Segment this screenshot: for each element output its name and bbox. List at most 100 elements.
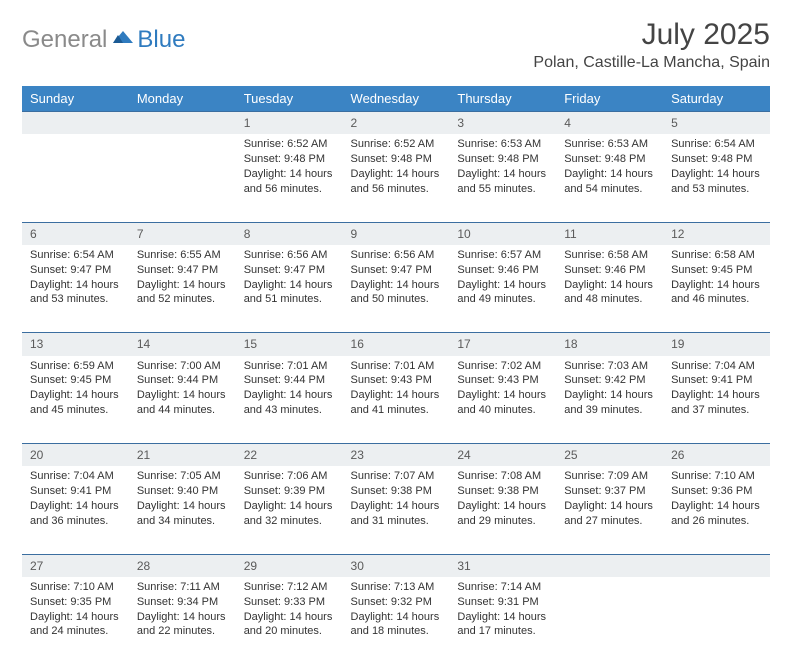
day-number-cell <box>556 554 663 577</box>
sunset-line: Sunset: 9:47 PM <box>244 263 335 278</box>
weekday-header: Wednesday <box>343 86 450 112</box>
sunset-line: Sunset: 9:31 PM <box>457 595 548 610</box>
daylight-line: Daylight: 14 hours and 34 minutes. <box>137 499 228 529</box>
daylight-line: Daylight: 14 hours and 18 minutes. <box>351 610 442 640</box>
day-content-cell <box>663 577 770 665</box>
daylight-line: Daylight: 14 hours and 26 minutes. <box>671 499 762 529</box>
day-content-cell: Sunrise: 7:12 AMSunset: 9:33 PMDaylight:… <box>236 577 343 665</box>
weekday-header: Friday <box>556 86 663 112</box>
sunset-line: Sunset: 9:33 PM <box>244 595 335 610</box>
day-number-cell: 23 <box>343 444 450 467</box>
day-content-cell: Sunrise: 7:08 AMSunset: 9:38 PMDaylight:… <box>449 466 556 554</box>
content-row: Sunrise: 6:52 AMSunset: 9:48 PMDaylight:… <box>22 134 770 222</box>
sunset-line: Sunset: 9:35 PM <box>30 595 121 610</box>
sunset-line: Sunset: 9:48 PM <box>351 152 442 167</box>
daylight-line: Daylight: 14 hours and 40 minutes. <box>457 388 548 418</box>
day-number-cell: 24 <box>449 444 556 467</box>
day-number-cell: 13 <box>22 333 129 356</box>
day-content-cell: Sunrise: 6:55 AMSunset: 9:47 PMDaylight:… <box>129 245 236 333</box>
day-content-cell: Sunrise: 6:54 AMSunset: 9:47 PMDaylight:… <box>22 245 129 333</box>
day-number-cell: 8 <box>236 222 343 245</box>
page-header: General Blue July 2025 Polan, Castille-L… <box>22 18 770 72</box>
weekday-header: Thursday <box>449 86 556 112</box>
day-content-cell: Sunrise: 7:04 AMSunset: 9:41 PMDaylight:… <box>663 356 770 444</box>
day-content-cell: Sunrise: 6:56 AMSunset: 9:47 PMDaylight:… <box>343 245 450 333</box>
day-number-cell: 25 <box>556 444 663 467</box>
brand-general: General <box>22 26 107 54</box>
day-number-cell: 9 <box>343 222 450 245</box>
day-number-cell: 15 <box>236 333 343 356</box>
month-title: July 2025 <box>533 18 770 52</box>
sunrise-line: Sunrise: 7:04 AM <box>671 359 762 374</box>
day-number-cell: 20 <box>22 444 129 467</box>
sunset-line: Sunset: 9:46 PM <box>457 263 548 278</box>
title-block: July 2025 Polan, Castille-La Mancha, Spa… <box>533 18 770 72</box>
daylight-line: Daylight: 14 hours and 27 minutes. <box>564 499 655 529</box>
location-text: Polan, Castille-La Mancha, Spain <box>533 54 770 72</box>
weekday-header-row: SundayMondayTuesdayWednesdayThursdayFrid… <box>22 86 770 112</box>
day-content-cell: Sunrise: 7:10 AMSunset: 9:36 PMDaylight:… <box>663 466 770 554</box>
day-content-cell <box>22 134 129 222</box>
sunrise-line: Sunrise: 7:03 AM <box>564 359 655 374</box>
daylight-line: Daylight: 14 hours and 56 minutes. <box>244 167 335 197</box>
day-content-cell: Sunrise: 7:10 AMSunset: 9:35 PMDaylight:… <box>22 577 129 665</box>
sunrise-line: Sunrise: 6:56 AM <box>351 248 442 263</box>
day-number-cell: 21 <box>129 444 236 467</box>
day-number-cell: 22 <box>236 444 343 467</box>
day-number-cell: 5 <box>663 112 770 135</box>
weekday-header: Tuesday <box>236 86 343 112</box>
day-content-cell <box>556 577 663 665</box>
sunrise-line: Sunrise: 7:10 AM <box>30 580 121 595</box>
content-row: Sunrise: 7:04 AMSunset: 9:41 PMDaylight:… <box>22 466 770 554</box>
content-row: Sunrise: 6:54 AMSunset: 9:47 PMDaylight:… <box>22 245 770 333</box>
sunset-line: Sunset: 9:48 PM <box>671 152 762 167</box>
daynum-row: 2728293031 <box>22 554 770 577</box>
sunrise-line: Sunrise: 7:06 AM <box>244 469 335 484</box>
sunrise-line: Sunrise: 7:14 AM <box>457 580 548 595</box>
daylight-line: Daylight: 14 hours and 36 minutes. <box>30 499 121 529</box>
day-number-cell <box>22 112 129 135</box>
day-number-cell: 7 <box>129 222 236 245</box>
day-content-cell: Sunrise: 6:53 AMSunset: 9:48 PMDaylight:… <box>449 134 556 222</box>
daylight-line: Daylight: 14 hours and 50 minutes. <box>351 278 442 308</box>
daylight-line: Daylight: 14 hours and 41 minutes. <box>351 388 442 418</box>
daylight-line: Daylight: 14 hours and 46 minutes. <box>671 278 762 308</box>
sunset-line: Sunset: 9:44 PM <box>244 373 335 388</box>
daylight-line: Daylight: 14 hours and 31 minutes. <box>351 499 442 529</box>
day-content-cell: Sunrise: 7:04 AMSunset: 9:41 PMDaylight:… <box>22 466 129 554</box>
day-content-cell: Sunrise: 7:13 AMSunset: 9:32 PMDaylight:… <box>343 577 450 665</box>
daynum-row: 12345 <box>22 112 770 135</box>
day-content-cell: Sunrise: 7:11 AMSunset: 9:34 PMDaylight:… <box>129 577 236 665</box>
daylight-line: Daylight: 14 hours and 43 minutes. <box>244 388 335 418</box>
sunrise-line: Sunrise: 6:59 AM <box>30 359 121 374</box>
day-number-cell: 16 <box>343 333 450 356</box>
sunrise-line: Sunrise: 7:00 AM <box>137 359 228 374</box>
day-number-cell: 1 <box>236 112 343 135</box>
day-number-cell: 4 <box>556 112 663 135</box>
daylight-line: Daylight: 14 hours and 37 minutes. <box>671 388 762 418</box>
daylight-line: Daylight: 14 hours and 52 minutes. <box>137 278 228 308</box>
sunrise-line: Sunrise: 7:11 AM <box>137 580 228 595</box>
sunset-line: Sunset: 9:32 PM <box>351 595 442 610</box>
day-content-cell: Sunrise: 6:53 AMSunset: 9:48 PMDaylight:… <box>556 134 663 222</box>
day-number-cell: 10 <box>449 222 556 245</box>
daylight-line: Daylight: 14 hours and 53 minutes. <box>671 167 762 197</box>
sunset-line: Sunset: 9:47 PM <box>351 263 442 278</box>
day-content-cell: Sunrise: 7:00 AMSunset: 9:44 PMDaylight:… <box>129 356 236 444</box>
sunrise-line: Sunrise: 6:53 AM <box>457 137 548 152</box>
day-number-cell: 17 <box>449 333 556 356</box>
sunset-line: Sunset: 9:48 PM <box>564 152 655 167</box>
day-content-cell: Sunrise: 6:54 AMSunset: 9:48 PMDaylight:… <box>663 134 770 222</box>
sunrise-line: Sunrise: 6:52 AM <box>244 137 335 152</box>
day-content-cell: Sunrise: 7:02 AMSunset: 9:43 PMDaylight:… <box>449 356 556 444</box>
sunrise-line: Sunrise: 6:53 AM <box>564 137 655 152</box>
day-number-cell <box>129 112 236 135</box>
sunset-line: Sunset: 9:42 PM <box>564 373 655 388</box>
sunrise-line: Sunrise: 7:01 AM <box>244 359 335 374</box>
brand-logo: General Blue <box>22 26 185 54</box>
content-row: Sunrise: 6:59 AMSunset: 9:45 PMDaylight:… <box>22 356 770 444</box>
sunset-line: Sunset: 9:37 PM <box>564 484 655 499</box>
day-number-cell: 2 <box>343 112 450 135</box>
daylight-line: Daylight: 14 hours and 51 minutes. <box>244 278 335 308</box>
sunrise-line: Sunrise: 7:09 AM <box>564 469 655 484</box>
